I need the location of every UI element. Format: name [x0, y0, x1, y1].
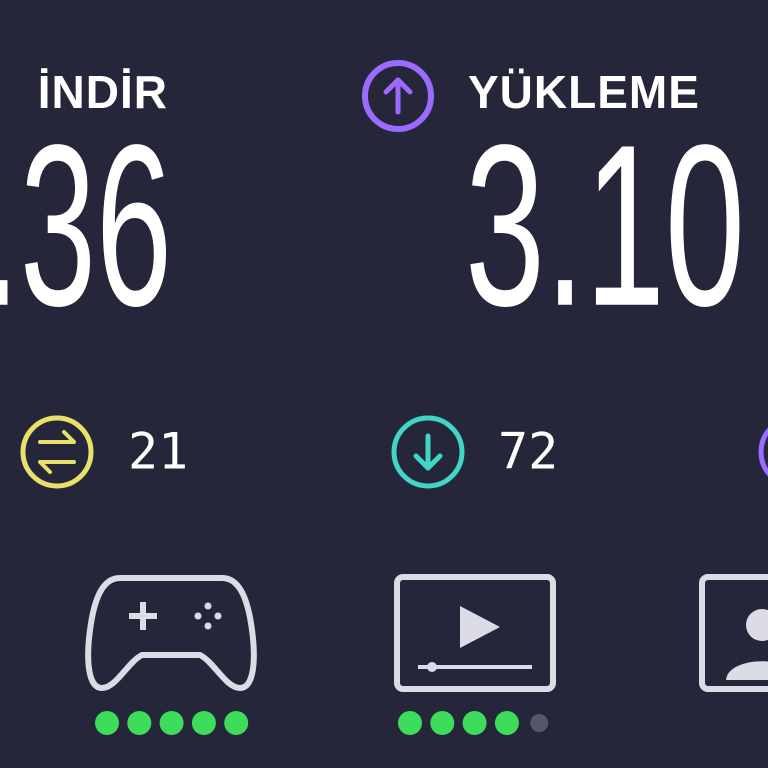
- rating-dot: [191, 711, 216, 735]
- rating-dot: [494, 711, 519, 735]
- download-value: .36: [0, 97, 172, 354]
- rating-dot: [127, 711, 152, 735]
- jitter-icon: [391, 415, 465, 489]
- upload-value: 3.10: [465, 97, 745, 354]
- rating-dots: [95, 711, 549, 735]
- upload-latency-icon: [758, 427, 768, 477]
- video-icon: [394, 574, 556, 692]
- ping-value: 21: [128, 423, 188, 481]
- upload-icon: [362, 60, 434, 132]
- rating-dot: [530, 714, 549, 732]
- download-label: İNDİR: [38, 66, 168, 118]
- jitter-value: 72: [498, 423, 558, 481]
- video-call-icon: [699, 574, 768, 692]
- rating-dot: [430, 711, 455, 735]
- upload-label: YÜKLEME: [468, 66, 700, 118]
- gaming-icon: [85, 575, 257, 691]
- ping-icon: [20, 415, 94, 489]
- rating-dot: [95, 711, 119, 735]
- rating-dot: [398, 711, 422, 735]
- rating-dot: [462, 711, 487, 735]
- rating-dot: [159, 711, 184, 735]
- rating-dot: [224, 711, 249, 735]
